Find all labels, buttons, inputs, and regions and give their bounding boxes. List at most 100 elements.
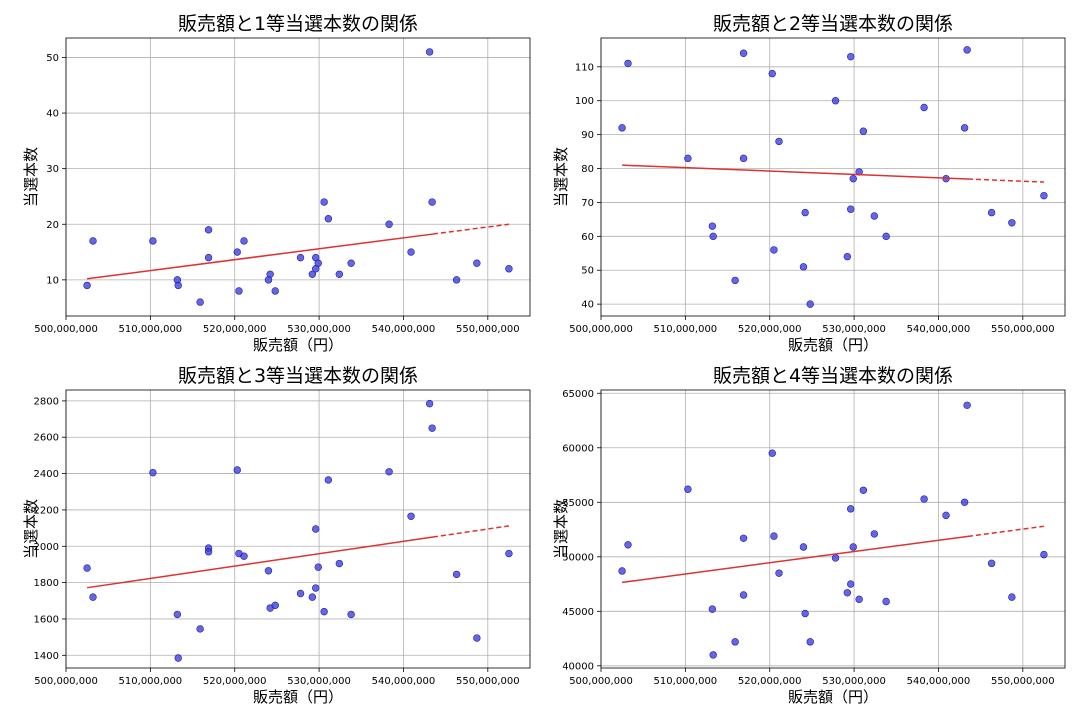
y-tick-label: 40000 <box>562 661 594 672</box>
y-tick-label: 2200 <box>34 505 59 516</box>
data-point <box>452 276 461 284</box>
data-point <box>859 486 868 494</box>
data-point <box>768 449 776 457</box>
x-tick-label: 510,000,000 <box>119 676 183 687</box>
data-point <box>296 589 305 598</box>
data-point <box>240 552 248 560</box>
x-tick-label: 530,000,000 <box>822 324 886 335</box>
y-tick-label: 80 <box>581 164 594 175</box>
x-tick-label: 550,000,000 <box>991 676 1055 687</box>
y-tick-label: 1800 <box>34 578 59 589</box>
data-point <box>739 49 748 57</box>
x-tick-label: 550,000,000 <box>456 676 520 687</box>
data-point <box>847 52 855 61</box>
data-point <box>1008 219 1016 227</box>
y-tick-label: 2000 <box>34 542 59 553</box>
data-point <box>1008 593 1016 601</box>
y-tick-label: 55000 <box>562 498 594 509</box>
data-point <box>849 174 857 183</box>
y-tick-label: 65000 <box>562 389 594 400</box>
data-point <box>963 401 971 409</box>
data-point <box>684 485 692 493</box>
data-point <box>847 580 855 588</box>
chart-title: 販売額と2等当選本数の関係 <box>713 13 953 35</box>
y-axis-title: 当選本数 <box>552 147 570 207</box>
data-point <box>882 597 890 606</box>
data-point <box>320 198 328 206</box>
y-axis-title: 当選本数 <box>22 499 40 559</box>
data-point <box>618 567 626 575</box>
data-point <box>196 298 204 306</box>
data-point <box>739 534 748 542</box>
data-point <box>847 505 855 513</box>
x-tick-label: 530,000,000 <box>822 676 886 687</box>
y-tick-label: 60000 <box>562 443 594 454</box>
chart-panel-2: 500,000,000 510,000,000 520,000,000 530,000… <box>552 13 1066 354</box>
plot-frame <box>65 389 531 669</box>
data-point <box>204 253 213 262</box>
data-point <box>473 634 481 642</box>
data-point <box>882 232 890 241</box>
data-point <box>196 625 204 633</box>
data-point <box>801 208 809 217</box>
y-tick-label: 40 <box>581 300 594 311</box>
data-point <box>266 270 274 278</box>
data-point <box>89 237 97 245</box>
plot-frame <box>600 389 1066 669</box>
data-point <box>799 543 808 551</box>
data-point <box>235 287 243 295</box>
y-tick-label: 45000 <box>562 607 594 618</box>
x-tick-label: 550,000,000 <box>456 324 520 335</box>
data-point <box>739 591 748 599</box>
y-tick-label: 30 <box>46 164 59 175</box>
data-point <box>407 512 415 520</box>
chart-panel-3: 500,000,000 510,000,000 520,000,000 530,000… <box>22 365 531 706</box>
data-point <box>505 265 513 273</box>
data-point <box>870 530 879 538</box>
y-tick-label: 60 <box>581 232 594 243</box>
chart-title: 販売額と4等当選本数の関係 <box>713 365 953 387</box>
x-tick-label: 500,000,000 <box>569 324 633 335</box>
data-point <box>987 208 996 217</box>
data-point <box>149 468 157 477</box>
data-point <box>684 154 692 163</box>
x-tick-label: 500,000,000 <box>569 676 633 687</box>
trend-line <box>621 535 969 584</box>
data-point <box>425 399 434 408</box>
y-tick-label: 1400 <box>34 651 59 662</box>
y-axis-title: 当選本数 <box>22 147 40 207</box>
data-point <box>859 127 868 135</box>
data-point <box>320 607 328 616</box>
x-tick-label: 540,000,000 <box>907 324 971 335</box>
x-tick-label: 510,000,000 <box>119 324 183 335</box>
data-point <box>843 252 852 261</box>
trend-line-extension <box>432 223 510 235</box>
data-point <box>83 281 91 290</box>
y-tick-label: 50 <box>581 266 594 277</box>
data-point <box>314 563 322 571</box>
data-point <box>425 48 434 56</box>
data-point <box>312 525 320 533</box>
data-point <box>233 248 241 256</box>
data-point <box>89 593 97 601</box>
data-point <box>920 495 928 503</box>
data-point <box>314 259 322 267</box>
y-tick-label: 70 <box>581 198 594 209</box>
data-point <box>308 593 317 601</box>
data-point <box>806 638 814 646</box>
chart-title: 販売額と1等当選本数の関係 <box>178 13 418 35</box>
y-tick-label: 110 <box>575 62 594 73</box>
x-tick-label: 540,000,000 <box>907 676 971 687</box>
data-point <box>428 198 436 206</box>
data-point <box>806 300 814 308</box>
data-point <box>768 69 776 78</box>
y-tick-label: 100 <box>575 96 594 107</box>
data-point <box>960 124 969 132</box>
trend-line-extension <box>967 178 1044 183</box>
data-point <box>347 259 355 267</box>
data-point <box>708 222 717 230</box>
x-tick-label: 530,000,000 <box>287 324 351 335</box>
data-point <box>473 259 481 267</box>
trend-line-extension <box>967 525 1045 538</box>
